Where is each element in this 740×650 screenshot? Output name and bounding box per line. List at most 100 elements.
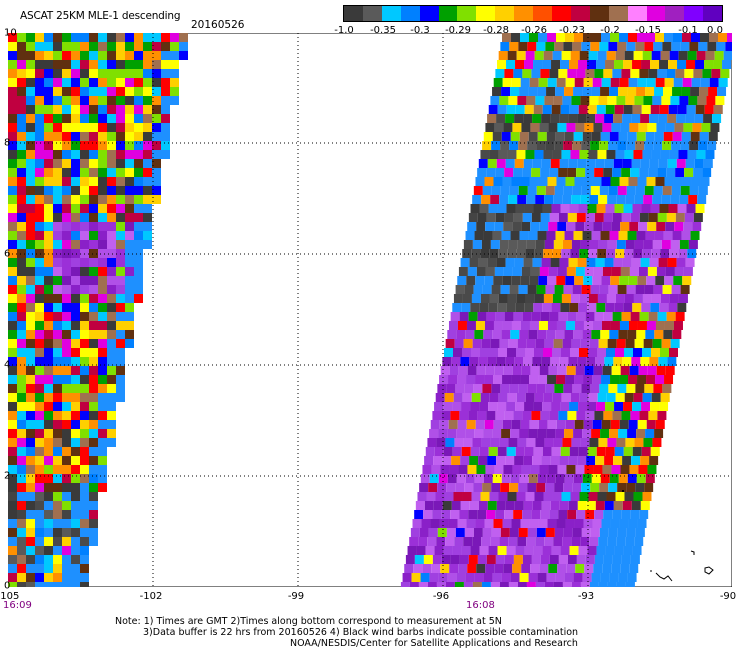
swath-cell xyxy=(170,96,179,105)
swath-cell xyxy=(537,429,547,438)
swath-cell xyxy=(669,348,679,357)
swath-cell xyxy=(654,87,664,96)
swath-cell xyxy=(80,258,89,267)
lon-tick-label: -96 xyxy=(432,591,450,602)
swath-cell xyxy=(667,258,677,267)
swath-cell xyxy=(584,123,594,132)
swath-cell xyxy=(596,60,606,69)
swath-cell xyxy=(632,546,642,555)
swath-cell xyxy=(44,222,53,231)
swath-cell xyxy=(522,69,532,78)
swath-cell xyxy=(80,141,89,150)
lon-tick-label: -93 xyxy=(577,591,595,602)
swath-cell xyxy=(528,231,538,240)
swath-cell xyxy=(723,51,732,60)
swath-cell xyxy=(437,528,447,537)
swath-cell xyxy=(490,195,500,204)
swath-cell xyxy=(539,465,549,474)
swath-cell xyxy=(477,312,487,321)
swath-cell xyxy=(17,564,26,573)
swath-cell xyxy=(455,528,465,537)
swath-cell xyxy=(414,510,424,519)
swath-cell xyxy=(686,105,696,114)
swath-cell xyxy=(546,573,556,582)
swath-cell xyxy=(628,78,638,87)
swath-cell xyxy=(623,447,633,456)
swath-cell xyxy=(89,168,98,177)
swath-cell xyxy=(116,159,125,168)
swath-cell xyxy=(533,402,543,411)
swath-cell xyxy=(653,186,663,195)
lon-tick-label: -105 xyxy=(0,591,20,602)
swath-cell xyxy=(62,348,71,357)
swath-cell xyxy=(514,258,524,267)
swath-cell xyxy=(647,222,657,231)
swath-cell xyxy=(676,258,686,267)
swath-cell xyxy=(143,186,152,195)
swath-cell xyxy=(543,249,553,258)
swath-cell xyxy=(596,303,606,312)
swath-cell xyxy=(626,528,636,537)
swath-cell xyxy=(659,204,669,213)
swath-cell xyxy=(509,285,519,294)
swath-cell xyxy=(125,42,134,51)
swath-cell xyxy=(80,168,89,177)
swath-cell xyxy=(533,105,543,114)
swath-cell xyxy=(682,33,691,42)
swath-cell xyxy=(522,510,532,519)
swath-cell xyxy=(697,96,707,105)
swath-cell xyxy=(425,546,435,555)
swath-cell xyxy=(134,285,143,294)
swath-cell xyxy=(436,438,446,447)
swath-cell xyxy=(620,366,630,375)
swath-cell xyxy=(534,150,544,159)
swath-cell xyxy=(44,33,53,42)
color-scale-segment xyxy=(570,6,590,21)
swath-cell xyxy=(8,555,17,564)
swath-cell xyxy=(475,519,485,528)
swath-cell xyxy=(445,582,455,587)
swath-cell xyxy=(612,213,622,222)
swath-cell xyxy=(8,519,17,528)
swath-cell xyxy=(580,438,590,447)
swath-cell xyxy=(422,465,432,474)
swath-cell xyxy=(555,474,565,483)
swath-cell xyxy=(465,573,475,582)
swath-cell xyxy=(44,393,53,402)
swath-cell xyxy=(516,393,526,402)
swath-cell xyxy=(89,402,98,411)
swath-cell xyxy=(17,114,26,123)
swath-cell xyxy=(107,375,116,384)
swath-cell xyxy=(477,213,487,222)
swath-cell xyxy=(437,384,447,393)
swath-cell xyxy=(595,114,605,123)
swath-cell xyxy=(626,42,636,51)
swath-cell xyxy=(490,537,500,546)
swath-cell xyxy=(547,420,557,429)
swath-cell xyxy=(26,303,35,312)
swath-cell xyxy=(80,177,89,186)
swath-cell xyxy=(472,195,482,204)
swath-cell xyxy=(125,330,134,339)
swath-cell xyxy=(635,186,645,195)
swath-cell xyxy=(511,276,521,285)
swath-cell xyxy=(626,141,636,150)
swath-cell xyxy=(116,240,125,249)
swath-cell xyxy=(553,537,563,546)
swath-cell xyxy=(80,123,89,132)
swath-cell xyxy=(62,132,71,141)
swath-cell xyxy=(538,420,548,429)
swath-cell xyxy=(538,375,548,384)
swath-cell xyxy=(502,519,512,528)
swath-cell xyxy=(521,267,531,276)
swath-cell xyxy=(620,267,630,276)
swath-cell xyxy=(447,474,457,483)
swath-cell xyxy=(520,420,530,429)
swath-cell xyxy=(134,267,143,276)
swath-cell xyxy=(594,312,604,321)
swath-cell xyxy=(53,231,62,240)
swath-cell xyxy=(71,339,80,348)
swath-cell xyxy=(44,564,53,573)
swath-cell xyxy=(646,375,656,384)
swath-cell xyxy=(35,231,44,240)
